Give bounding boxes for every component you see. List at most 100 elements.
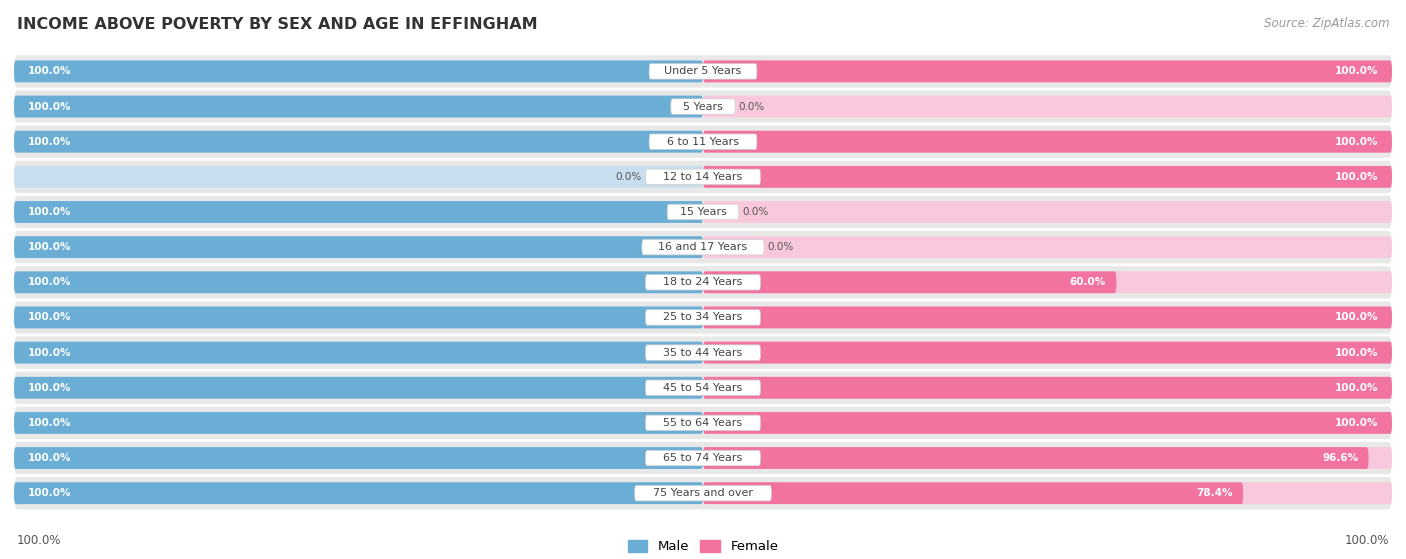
FancyBboxPatch shape (14, 266, 1392, 299)
FancyBboxPatch shape (14, 407, 1392, 439)
FancyBboxPatch shape (14, 442, 1392, 474)
Text: 100.0%: 100.0% (28, 418, 72, 428)
Legend: Male, Female: Male, Female (623, 535, 783, 558)
FancyBboxPatch shape (14, 201, 703, 223)
Text: 0.0%: 0.0% (616, 172, 643, 182)
Text: 100.0%: 100.0% (28, 242, 72, 252)
FancyBboxPatch shape (703, 482, 1392, 504)
Text: 45 to 54 Years: 45 to 54 Years (664, 383, 742, 393)
FancyBboxPatch shape (645, 451, 761, 466)
FancyBboxPatch shape (645, 310, 761, 325)
Text: 25 to 34 Years: 25 to 34 Years (664, 312, 742, 323)
FancyBboxPatch shape (14, 160, 1392, 193)
Text: 55 to 64 Years: 55 to 64 Years (664, 418, 742, 428)
Text: 100.0%: 100.0% (1344, 534, 1389, 547)
FancyBboxPatch shape (14, 342, 703, 363)
Text: Source: ZipAtlas.com: Source: ZipAtlas.com (1264, 17, 1389, 30)
FancyBboxPatch shape (703, 96, 1392, 117)
Text: Under 5 Years: Under 5 Years (665, 67, 741, 77)
FancyBboxPatch shape (703, 342, 1392, 363)
FancyBboxPatch shape (703, 60, 1392, 82)
Text: 100.0%: 100.0% (1334, 172, 1378, 182)
FancyBboxPatch shape (703, 131, 1392, 153)
Text: 100.0%: 100.0% (28, 102, 72, 112)
Text: 12 to 14 Years: 12 to 14 Years (664, 172, 742, 182)
Text: 65 to 74 Years: 65 to 74 Years (664, 453, 742, 463)
FancyBboxPatch shape (703, 482, 1243, 504)
FancyBboxPatch shape (703, 60, 1392, 82)
Text: 100.0%: 100.0% (28, 383, 72, 393)
FancyBboxPatch shape (645, 169, 761, 184)
Text: 18 to 24 Years: 18 to 24 Years (664, 277, 742, 287)
FancyBboxPatch shape (14, 60, 703, 82)
FancyBboxPatch shape (14, 272, 703, 293)
FancyBboxPatch shape (14, 131, 703, 153)
FancyBboxPatch shape (703, 166, 1392, 188)
FancyBboxPatch shape (650, 134, 756, 149)
Text: 35 to 44 Years: 35 to 44 Years (664, 348, 742, 358)
FancyBboxPatch shape (14, 447, 703, 469)
Text: 100.0%: 100.0% (28, 137, 72, 146)
FancyBboxPatch shape (14, 412, 703, 434)
FancyBboxPatch shape (14, 306, 703, 328)
Text: 100.0%: 100.0% (28, 312, 72, 323)
Text: 0.0%: 0.0% (768, 242, 794, 252)
FancyBboxPatch shape (703, 306, 1392, 328)
FancyBboxPatch shape (14, 342, 703, 363)
FancyBboxPatch shape (14, 201, 703, 223)
FancyBboxPatch shape (14, 301, 1392, 334)
Text: 78.4%: 78.4% (1197, 488, 1233, 498)
FancyBboxPatch shape (703, 377, 1392, 399)
Text: 15 Years: 15 Years (679, 207, 727, 217)
FancyBboxPatch shape (634, 485, 772, 501)
FancyBboxPatch shape (703, 412, 1392, 434)
FancyBboxPatch shape (703, 377, 1392, 399)
Text: 0.0%: 0.0% (738, 102, 765, 112)
FancyBboxPatch shape (14, 372, 1392, 404)
Text: 5 Years: 5 Years (683, 102, 723, 112)
FancyBboxPatch shape (703, 306, 1392, 328)
FancyBboxPatch shape (703, 272, 1392, 293)
Text: 100.0%: 100.0% (17, 534, 62, 547)
FancyBboxPatch shape (14, 447, 703, 469)
Text: 100.0%: 100.0% (1334, 312, 1378, 323)
FancyBboxPatch shape (14, 55, 1392, 88)
FancyBboxPatch shape (14, 196, 1392, 228)
Text: 100.0%: 100.0% (1334, 348, 1378, 358)
Text: 100.0%: 100.0% (1334, 137, 1378, 146)
Text: INCOME ABOVE POVERTY BY SEX AND AGE IN EFFINGHAM: INCOME ABOVE POVERTY BY SEX AND AGE IN E… (17, 17, 537, 32)
FancyBboxPatch shape (14, 96, 703, 117)
FancyBboxPatch shape (703, 447, 1392, 469)
FancyBboxPatch shape (14, 482, 703, 504)
Text: 100.0%: 100.0% (1334, 67, 1378, 77)
FancyBboxPatch shape (668, 204, 738, 220)
FancyBboxPatch shape (703, 447, 1368, 469)
FancyBboxPatch shape (14, 96, 703, 117)
Text: 6 to 11 Years: 6 to 11 Years (666, 137, 740, 146)
FancyBboxPatch shape (643, 239, 763, 255)
FancyBboxPatch shape (703, 166, 1392, 188)
FancyBboxPatch shape (645, 415, 761, 430)
FancyBboxPatch shape (645, 274, 761, 290)
FancyBboxPatch shape (14, 477, 1392, 509)
FancyBboxPatch shape (703, 201, 1392, 223)
FancyBboxPatch shape (14, 60, 703, 82)
FancyBboxPatch shape (650, 64, 756, 79)
FancyBboxPatch shape (703, 272, 1116, 293)
FancyBboxPatch shape (14, 337, 1392, 369)
FancyBboxPatch shape (14, 131, 703, 153)
Text: 100.0%: 100.0% (28, 67, 72, 77)
FancyBboxPatch shape (645, 380, 761, 395)
FancyBboxPatch shape (645, 345, 761, 361)
FancyBboxPatch shape (14, 236, 703, 258)
FancyBboxPatch shape (703, 236, 1392, 258)
Text: 96.6%: 96.6% (1322, 453, 1358, 463)
FancyBboxPatch shape (14, 377, 703, 399)
FancyBboxPatch shape (14, 91, 1392, 123)
FancyBboxPatch shape (14, 412, 703, 434)
Text: 100.0%: 100.0% (28, 488, 72, 498)
FancyBboxPatch shape (14, 306, 703, 328)
Text: 100.0%: 100.0% (1334, 418, 1378, 428)
Text: 0.0%: 0.0% (742, 207, 769, 217)
Text: 100.0%: 100.0% (28, 453, 72, 463)
